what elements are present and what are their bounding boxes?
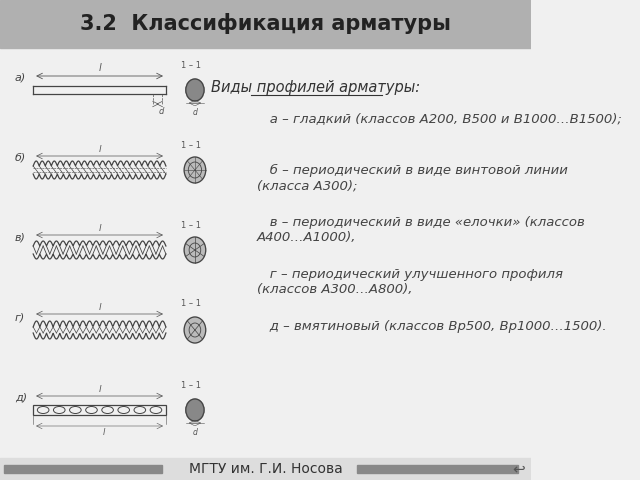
Bar (33, 405, 166, 415)
Text: а – гладкий (классов А200, В500 и В1000…В1500);: а – гладкий (классов А200, В500 и В1000…… (257, 112, 622, 125)
Text: г): г) (15, 313, 25, 323)
Bar (4, 465, 162, 473)
Text: 1 – 1: 1 – 1 (180, 381, 201, 390)
Ellipse shape (118, 407, 129, 413)
Circle shape (186, 399, 204, 421)
Text: d: d (193, 108, 197, 117)
Ellipse shape (134, 407, 146, 413)
Text: г – периодический улучшенного профиля
(классов А300…А800),: г – периодический улучшенного профиля (к… (257, 268, 563, 296)
Bar (0, 458, 531, 480)
Text: l: l (99, 385, 100, 394)
Text: 1 – 1: 1 – 1 (180, 299, 201, 308)
Text: 1 – 1: 1 – 1 (180, 141, 201, 150)
Text: l: l (98, 63, 101, 73)
Text: в – периодический в виде «елочки» (классов
А400…А1000),: в – периодический в виде «елочки» (класс… (257, 216, 585, 244)
Text: 1 – 1: 1 – 1 (180, 221, 201, 230)
Text: l: l (99, 224, 100, 233)
Text: l: l (99, 303, 100, 312)
Ellipse shape (102, 407, 113, 413)
Text: в): в) (15, 233, 26, 243)
Bar (0, 0, 531, 48)
Ellipse shape (150, 407, 162, 413)
Ellipse shape (54, 407, 65, 413)
Text: 3.2  Классификация арматуры: 3.2 Классификация арматуры (80, 13, 451, 35)
Text: д): д) (15, 393, 27, 403)
Circle shape (186, 79, 204, 101)
Circle shape (184, 237, 205, 263)
Text: d: d (193, 428, 197, 437)
Text: б – периодический в виде винтовой линии
(класса А300);: б – периодический в виде винтовой линии … (257, 164, 568, 192)
Text: Виды профилей арматуры:: Виды профилей арматуры: (211, 80, 420, 95)
Circle shape (184, 157, 205, 183)
Text: 1 – 1: 1 – 1 (180, 61, 201, 70)
Ellipse shape (70, 407, 81, 413)
Text: а): а) (15, 73, 26, 83)
Text: МГТУ им. Г.И. Носова: МГТУ им. Г.И. Носова (189, 462, 342, 476)
Text: l: l (102, 428, 105, 437)
Ellipse shape (86, 407, 97, 413)
Text: l: l (99, 145, 100, 154)
Text: б): б) (15, 153, 26, 163)
Bar (356, 465, 518, 473)
Text: d: d (159, 107, 164, 116)
Text: д – вмятиновый (классов Вр500, Вр1000…1500).: д – вмятиновый (классов Вр500, Вр1000…15… (257, 320, 607, 333)
Circle shape (184, 317, 205, 343)
Ellipse shape (37, 407, 49, 413)
Text: ↩: ↩ (512, 461, 525, 477)
